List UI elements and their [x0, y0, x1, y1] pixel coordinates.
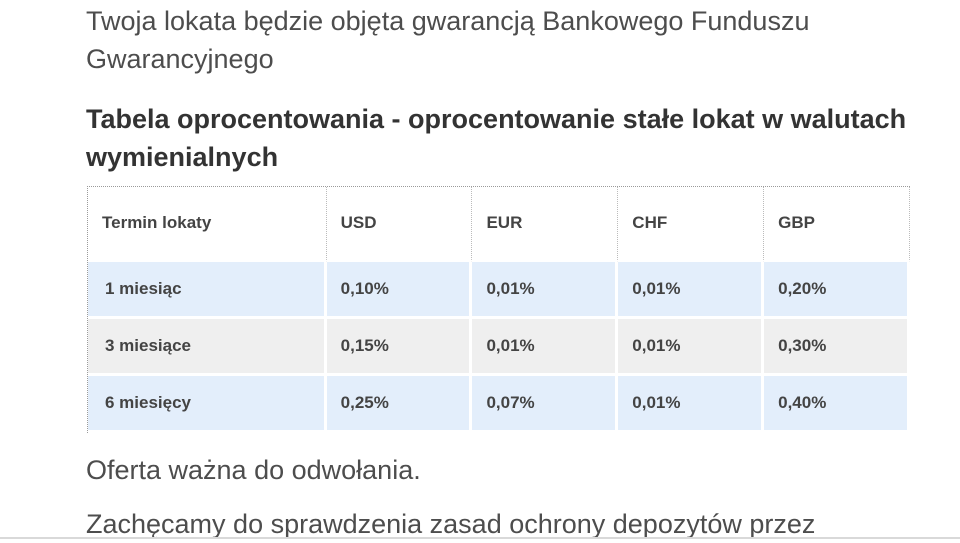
table-row: 3 miesiące 0,15% 0,01% 0,01% 0,30% — [88, 319, 910, 376]
offer-validity-text: Oferta ważna do odwołania. — [86, 455, 421, 485]
bottom-divider — [0, 537, 960, 539]
table-row: 6 miesięcy 0,25% 0,07% 0,01% 0,40% — [88, 376, 910, 433]
eur-rate-cell: 0,01% — [472, 319, 619, 376]
usd-rate-cell: 0,25% — [326, 376, 473, 433]
header-chf: CHF — [618, 187, 765, 262]
section-title: Tabela oprocentowania - oprocentowanie s… — [86, 104, 907, 172]
usd-rate-cell: 0,10% — [326, 262, 473, 319]
term-cell: 6 miesięcy — [88, 376, 327, 433]
chf-rate-cell: 0,01% — [618, 376, 765, 433]
header-term: Termin lokaty — [88, 187, 327, 262]
page-content: Twoja lokata będzie objęta gwarancją Ban… — [86, 0, 916, 543]
chf-rate-cell: 0,01% — [618, 319, 765, 376]
table-row: 1 miesiąc 0,10% 0,01% 0,01% 0,20% — [88, 262, 910, 319]
chf-rate-cell: 0,01% — [618, 262, 765, 319]
gbp-rate-cell: 0,30% — [764, 319, 910, 376]
usd-rate-cell: 0,15% — [326, 319, 473, 376]
header-usd: USD — [326, 187, 473, 262]
gbp-rate-cell: 0,20% — [764, 262, 910, 319]
header-gbp: GBP — [764, 187, 910, 262]
eur-rate-cell: 0,07% — [472, 376, 619, 433]
gbp-rate-cell: 0,40% — [764, 376, 910, 433]
eur-rate-cell: 0,01% — [472, 262, 619, 319]
term-cell: 3 miesiące — [88, 319, 327, 376]
term-cell: 1 miesiąc — [88, 262, 327, 319]
table-header-row: Termin lokaty USD EUR CHF GBP — [88, 187, 910, 262]
guarantee-text: Twoja lokata będzie objęta gwarancją Ban… — [86, 6, 810, 74]
deposit-protection-text: Zachęcamy do sprawdzenia zasad ochrony d… — [86, 509, 816, 539]
interest-rate-table: Termin lokaty USD EUR CHF GBP 1 miesiąc … — [87, 186, 910, 433]
header-eur: EUR — [472, 187, 619, 262]
